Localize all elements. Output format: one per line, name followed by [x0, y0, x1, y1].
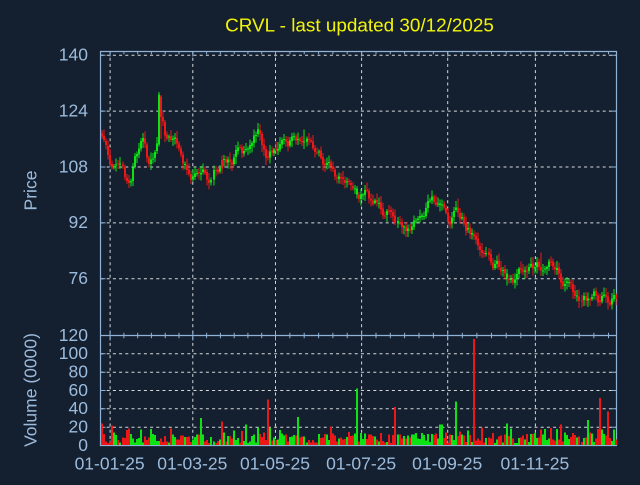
svg-text:40: 40	[69, 398, 89, 418]
svg-text:124: 124	[59, 100, 88, 120]
svg-text:120: 120	[59, 325, 88, 345]
svg-text:01-09-25: 01-09-25	[412, 454, 482, 474]
svg-text:Price: Price	[21, 171, 41, 211]
svg-text:01-01-25: 01-01-25	[75, 454, 145, 474]
svg-text:76: 76	[69, 268, 88, 288]
svg-text:100: 100	[59, 343, 88, 363]
svg-text:140: 140	[59, 45, 88, 65]
svg-text:01-11-25: 01-11-25	[501, 454, 570, 474]
svg-text:20: 20	[69, 416, 89, 436]
svg-text:92: 92	[69, 212, 88, 232]
svg-text:60: 60	[69, 380, 89, 400]
svg-text:01-03-25: 01-03-25	[157, 454, 227, 474]
svg-text:0: 0	[78, 435, 88, 455]
svg-text:108: 108	[59, 156, 88, 176]
svg-text:01-07-25: 01-07-25	[326, 454, 396, 474]
svg-text:01-05-25: 01-05-25	[240, 454, 310, 474]
svg-text:80: 80	[69, 361, 89, 381]
svg-text:Volume (0000): Volume (0000)	[21, 333, 41, 447]
svg-text:CRVL - last updated 30/12/2025: CRVL - last updated 30/12/2025	[225, 16, 494, 37]
